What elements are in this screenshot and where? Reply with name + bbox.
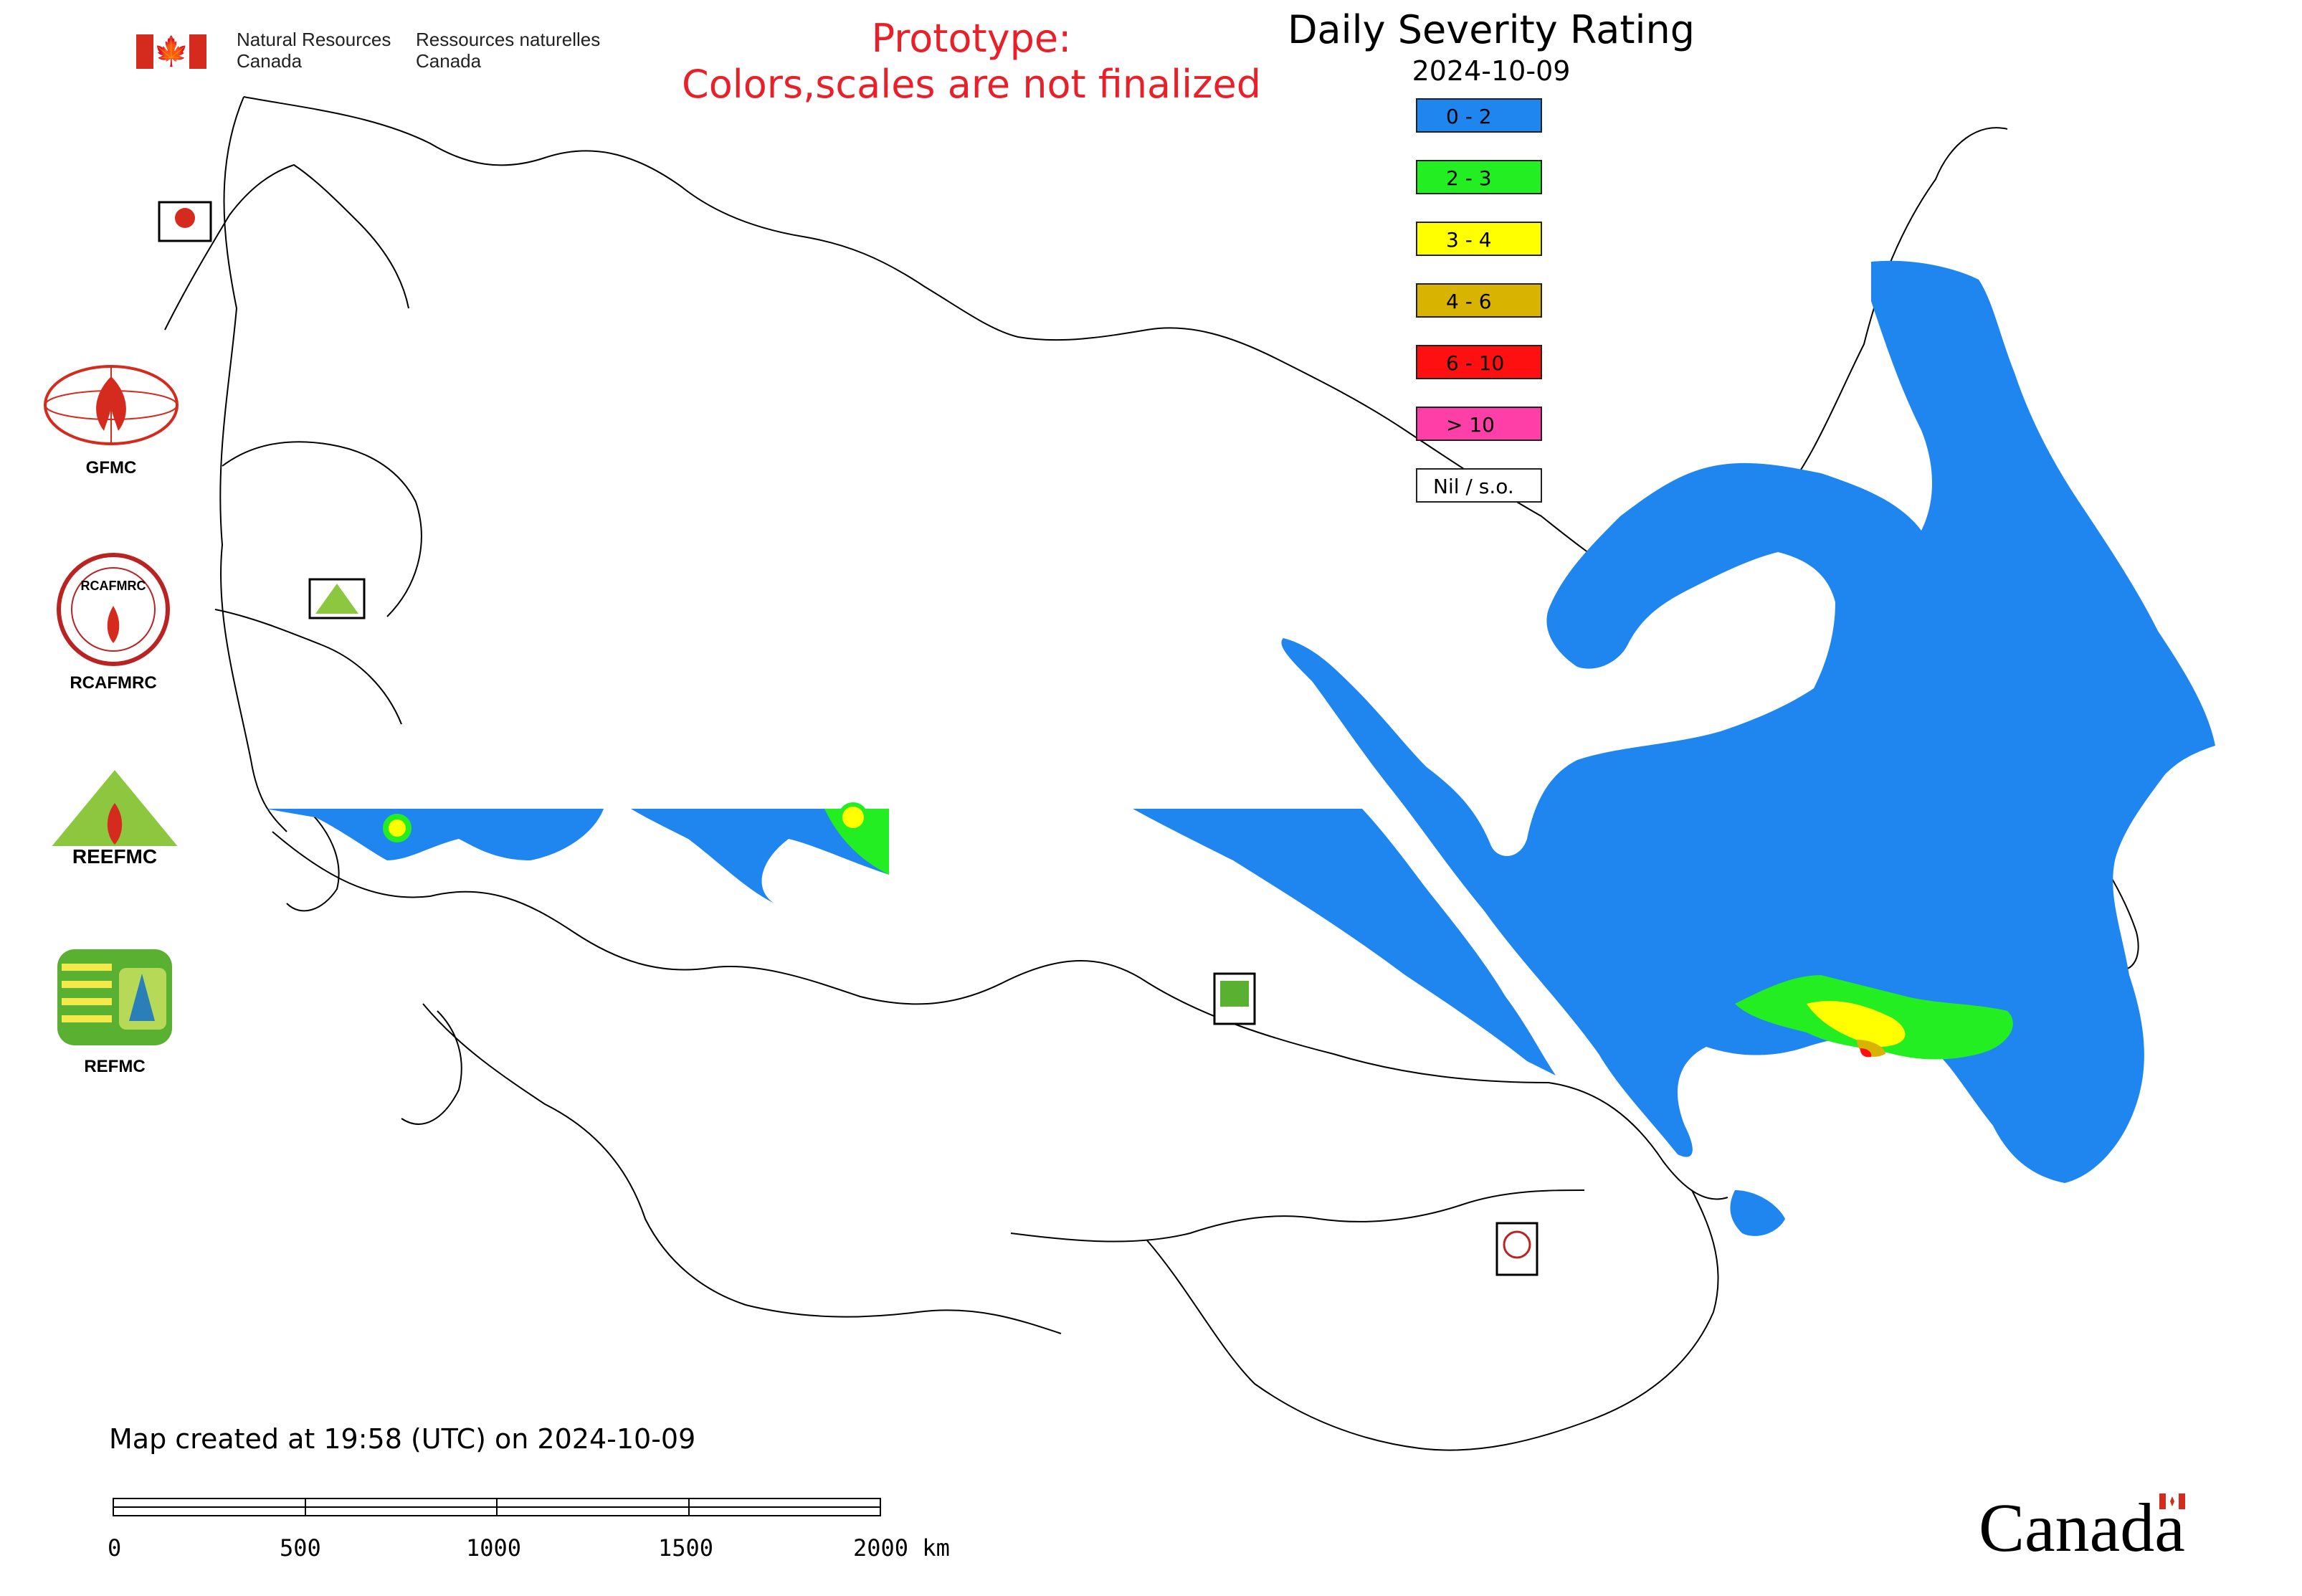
prototype-line2: Colors,scales are not finalized bbox=[682, 62, 1261, 107]
svg-text:REEFMC: REEFMC bbox=[72, 845, 157, 868]
map-date: 2024-10-09 bbox=[1412, 55, 1571, 87]
org-name-fr: Ressources naturelles Canada bbox=[416, 29, 601, 72]
legend-item-gt10: > 10 bbox=[1416, 407, 1542, 441]
refmc-emblem-icon bbox=[57, 949, 172, 1045]
severity-fill bbox=[265, 260, 2215, 1236]
prototype-line1: Prototype: bbox=[871, 16, 1072, 61]
gfmc-emblem-icon bbox=[44, 365, 179, 445]
legend-item-nil: Nil / s.o. bbox=[1416, 468, 1542, 503]
scale-bar: 0 500 1000 1500 2000 km bbox=[108, 1497, 968, 1569]
severity-yellow-patch bbox=[1807, 1001, 1906, 1047]
map-title: Daily Severity Rating bbox=[1287, 7, 1695, 52]
severity-region-strip-west bbox=[265, 809, 604, 860]
scale-label-0: 0 bbox=[108, 1534, 122, 1562]
prototype-notice: Prototype: Colors,scales are not finaliz… bbox=[631, 16, 1312, 108]
legend-item-2-3: 2 - 3 bbox=[1416, 160, 1542, 194]
nrcan-header: 🍁 Natural Resources Canada Ressources na… bbox=[136, 29, 609, 79]
scale-label-500: 500 bbox=[280, 1534, 321, 1562]
gfmc-logo: GFMC bbox=[39, 362, 183, 478]
map-title-block: Daily Severity Rating 2024-10-09 bbox=[1269, 6, 1713, 87]
legend-item-0-2: 0 - 2 bbox=[1416, 98, 1542, 133]
rcafmrc-map-marker bbox=[1495, 1222, 1538, 1276]
reefmc-emblem-icon: REEFMC bbox=[40, 770, 189, 868]
scale-label-1000: 1000 bbox=[466, 1534, 522, 1562]
rcafmrc-emblem-icon: RCAFMRC bbox=[57, 553, 170, 666]
severity-region-strip-mid bbox=[631, 809, 889, 903]
legend-item-6-10: 6 - 10 bbox=[1416, 345, 1542, 379]
canada-flag-icon: 🍁 bbox=[136, 34, 206, 69]
created-timestamp: Map created at 19:58 (UTC) on 2024-10-09 bbox=[109, 1423, 696, 1455]
severity-hotspot-west bbox=[383, 814, 412, 842]
legend-item-4-6: 4 - 6 bbox=[1416, 283, 1542, 318]
svg-text:RCAFMRC: RCAFMRC bbox=[81, 579, 146, 593]
severity-hotspot-mid bbox=[838, 802, 868, 832]
reefmc-logo: REEFMC bbox=[36, 767, 194, 878]
legend-item-3-4: 3 - 4 bbox=[1416, 222, 1542, 256]
scale-label-1500: 1500 bbox=[658, 1534, 714, 1562]
rcafmrc-logo: RCAFMRC RCAFMRC bbox=[49, 548, 178, 693]
refmc-logo: REFMC bbox=[50, 946, 179, 1077]
org-name-en: Natural Resources Canada bbox=[237, 29, 391, 72]
severity-red-patch bbox=[1860, 1048, 1872, 1058]
map-logo-markers bbox=[158, 201, 1538, 1276]
severity-region-strip-east bbox=[1133, 809, 1556, 1075]
severity-region-east bbox=[1281, 260, 2215, 1183]
severity-region-sakhalin bbox=[1730, 1190, 1785, 1236]
canada-wordmark: Canada bbox=[1979, 1489, 2185, 1566]
scale-label-2000: 2000 km bbox=[853, 1534, 950, 1562]
canada-flag-mini-icon bbox=[2159, 1493, 2185, 1509]
